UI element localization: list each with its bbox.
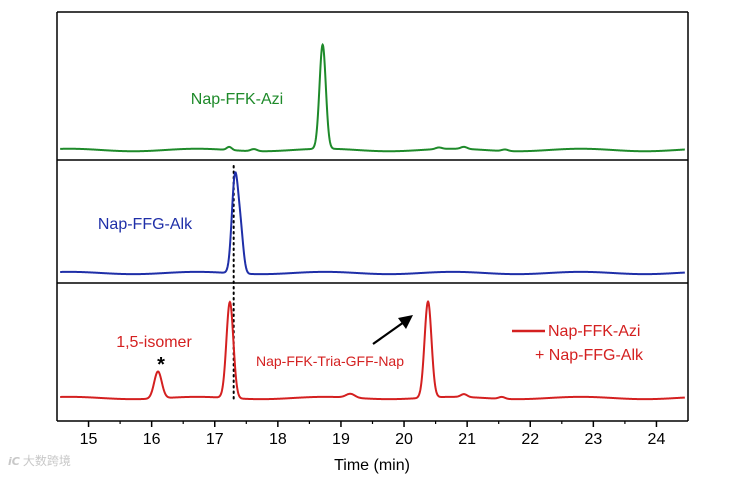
x-tick-label: 24: [648, 431, 666, 448]
x-axis-ticks: 15 16 17 18 19 20 21 22 23 24: [80, 421, 666, 448]
legend: Nap-FFK-Azi + Nap-FFG-Alk: [512, 323, 644, 364]
x-tick-label: 19: [332, 431, 350, 448]
x-tick-label: 23: [584, 431, 602, 448]
x-tick-label: 20: [395, 431, 413, 448]
trace-nap-ffg-alk: [60, 171, 685, 276]
series-label-nap-ffk-azi: Nap-FFK-Azi: [191, 91, 283, 108]
watermark-text: 大数跨境: [22, 454, 71, 468]
watermark: iC 大数跨境: [8, 452, 71, 469]
isomer-star: *: [157, 354, 165, 376]
trace-mixture: [60, 300, 685, 401]
watermark-badge: iC: [8, 455, 20, 468]
product-label: Nap-FFK-Tria-GFF-Nap: [256, 353, 404, 369]
x-tick-label: 15: [80, 431, 98, 448]
x-tick-label: 18: [269, 431, 287, 448]
x-tick-label: 17: [206, 431, 224, 448]
x-axis-label: Time (min): [334, 457, 410, 474]
x-tick-label: 16: [143, 431, 161, 448]
x-tick-label: 21: [458, 431, 476, 448]
product-arrow: [372, 315, 413, 345]
trace-nap-ffk-azi: [60, 42, 685, 153]
x-tick-label: 22: [521, 431, 539, 448]
legend-line1: Nap-FFK-Azi: [548, 323, 640, 340]
legend-line2: + Nap-FFG-Alk: [535, 347, 644, 364]
series-label-nap-ffg-alk: Nap-FFG-Alk: [98, 216, 193, 233]
isomer-label: 1,5-isomer: [116, 334, 192, 351]
